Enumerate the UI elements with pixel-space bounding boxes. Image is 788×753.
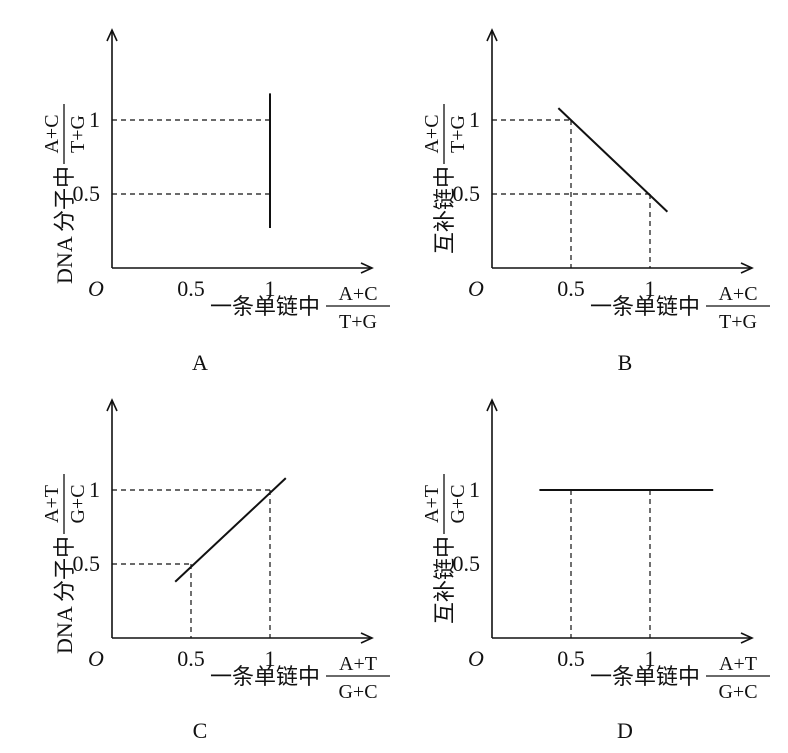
y-axis-label-denominator: T+G [67, 115, 89, 153]
origin-label: O [468, 646, 484, 671]
y-axis-label: 互补链中 A+T G+C [421, 474, 469, 624]
x-axis-arrow [360, 632, 374, 644]
panel-label: B [618, 350, 633, 375]
x-axis-label-numerator: A+C [338, 283, 377, 305]
series-line [174, 477, 287, 583]
y-tick-label: 1 [469, 107, 480, 132]
origin-label: O [468, 276, 484, 301]
y-axis-label-denominator: G+C [67, 484, 89, 523]
y-tick-label: 0.5 [73, 551, 101, 576]
y-tick-label: 0.5 [453, 181, 481, 206]
x-tick-label: 1 [265, 646, 276, 671]
y-axis-label-numerator: A+T [421, 485, 443, 523]
y-axis-label-prefix: 互补链中 [432, 166, 457, 254]
x-axis-label-prefix: 一条单链中 [210, 294, 320, 319]
y-axis-label: DNA 分子中 A+T G+C [41, 474, 89, 654]
y-axis-label-prefix: 互补链中 [432, 536, 457, 624]
x-axis-arrow [740, 632, 754, 644]
y-axis-label-numerator: A+C [421, 114, 443, 153]
x-tick-label: 0.5 [557, 276, 585, 301]
y-axis-label-prefix: DNA 分子中 [52, 166, 77, 284]
origin-label: O [88, 276, 104, 301]
x-axis-label-numerator: A+T [339, 653, 377, 675]
y-tick-label: 0.5 [453, 551, 481, 576]
x-axis-label-denominator: T+G [339, 311, 377, 333]
x-axis-label-denominator: G+C [718, 681, 757, 703]
x-axis-arrow [360, 262, 374, 274]
y-axis-label: DNA 分子中 A+C T+G [41, 104, 89, 284]
series-line [557, 107, 669, 213]
y-axis-label-numerator: A+T [41, 485, 63, 523]
x-tick-label: 0.5 [177, 276, 205, 301]
y-axis-arrow [106, 28, 118, 42]
y-tick-label: 0.5 [73, 181, 101, 206]
y-axis-arrow [486, 398, 498, 412]
y-axis-label-prefix: DNA 分子中 [52, 536, 77, 654]
x-axis-label-denominator: T+G [719, 311, 757, 333]
x-tick-label: 0.5 [557, 646, 585, 671]
x-tick-label: 1 [645, 646, 656, 671]
origin-label: O [88, 646, 104, 671]
x-axis-arrow [740, 262, 754, 274]
x-tick-label: 1 [265, 276, 276, 301]
x-axis-label-numerator: A+C [718, 283, 757, 305]
y-axis-label-denominator: T+G [447, 115, 469, 153]
x-tick-label: 1 [645, 276, 656, 301]
x-axis-label-denominator: G+C [338, 681, 377, 703]
x-axis-label-numerator: A+T [719, 653, 757, 675]
y-tick-label: 1 [89, 107, 100, 132]
panel-label: D [617, 718, 633, 743]
x-axis-label-prefix: 一条单链中 [210, 664, 320, 689]
x-tick-label: 0.5 [177, 646, 205, 671]
panel-label: A [192, 350, 208, 375]
y-tick-label: 1 [469, 477, 480, 502]
y-axis-label-denominator: G+C [447, 484, 469, 523]
y-axis-label-numerator: A+C [41, 114, 63, 153]
x-axis-label-prefix: 一条单链中 [590, 294, 700, 319]
panel-label: C [193, 718, 208, 743]
y-axis-label: 互补链中 A+C T+G [421, 104, 469, 254]
y-axis-arrow [486, 28, 498, 42]
x-axis-label-prefix: 一条单链中 [590, 664, 700, 689]
y-tick-label: 1 [89, 477, 100, 502]
y-axis-arrow [106, 398, 118, 412]
